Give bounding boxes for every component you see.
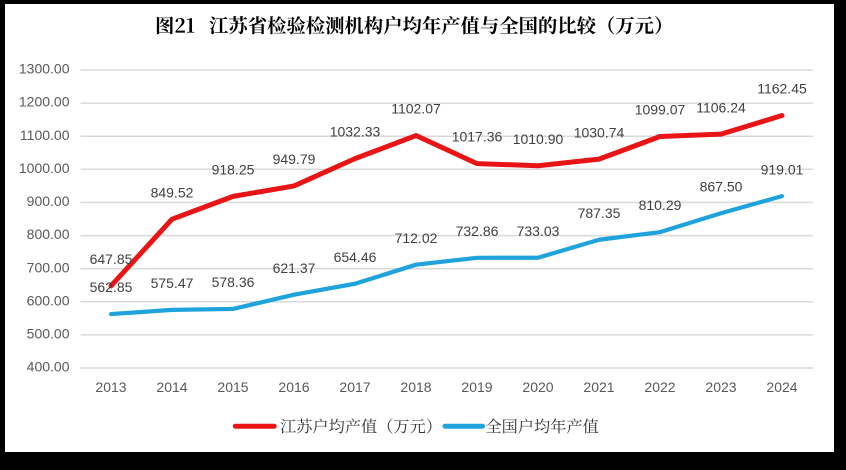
svg-text:2016: 2016 bbox=[278, 379, 309, 395]
svg-text:787.35: 787.35 bbox=[578, 205, 621, 221]
svg-text:949.79: 949.79 bbox=[273, 151, 316, 167]
svg-text:700.00: 700.00 bbox=[27, 259, 70, 275]
svg-text:1030.74: 1030.74 bbox=[574, 124, 625, 140]
svg-text:2014: 2014 bbox=[156, 379, 187, 395]
svg-text:500.00: 500.00 bbox=[27, 326, 70, 342]
svg-text:1032.33: 1032.33 bbox=[330, 124, 381, 140]
svg-text:800.00: 800.00 bbox=[27, 226, 70, 242]
svg-text:2018: 2018 bbox=[400, 379, 431, 395]
svg-text:900.00: 900.00 bbox=[27, 193, 70, 209]
svg-text:1099.07: 1099.07 bbox=[635, 102, 686, 118]
svg-text:400.00: 400.00 bbox=[27, 359, 70, 375]
svg-text:575.47: 575.47 bbox=[151, 275, 194, 291]
svg-text:918.25: 918.25 bbox=[212, 162, 255, 178]
svg-text:1010.90: 1010.90 bbox=[513, 131, 564, 147]
svg-text:2019: 2019 bbox=[461, 379, 492, 395]
svg-text:1162.45: 1162.45 bbox=[757, 81, 807, 97]
svg-text:2020: 2020 bbox=[522, 379, 553, 395]
svg-text:1102.07: 1102.07 bbox=[391, 101, 441, 117]
svg-text:849.52: 849.52 bbox=[151, 184, 194, 200]
svg-text:647.85: 647.85 bbox=[90, 251, 133, 267]
svg-text:712.02: 712.02 bbox=[395, 230, 438, 246]
svg-text:2022: 2022 bbox=[644, 379, 675, 395]
svg-text:562.85: 562.85 bbox=[90, 279, 133, 295]
svg-text:810.29: 810.29 bbox=[639, 197, 682, 213]
svg-text:600.00: 600.00 bbox=[27, 292, 70, 308]
svg-text:2015: 2015 bbox=[217, 379, 248, 395]
svg-text:578.36: 578.36 bbox=[212, 274, 255, 290]
svg-text:867.50: 867.50 bbox=[700, 178, 743, 194]
svg-text:1300.00: 1300.00 bbox=[19, 61, 70, 77]
svg-text:1106.24: 1106.24 bbox=[696, 99, 746, 115]
svg-text:2024: 2024 bbox=[766, 379, 797, 395]
svg-text:1200.00: 1200.00 bbox=[19, 94, 70, 110]
svg-text:654.46: 654.46 bbox=[334, 249, 377, 265]
svg-text:2021: 2021 bbox=[583, 379, 614, 395]
svg-text:919.01: 919.01 bbox=[761, 161, 804, 177]
svg-text:1100.00: 1100.00 bbox=[20, 127, 70, 143]
svg-text:2013: 2013 bbox=[95, 379, 126, 395]
svg-text:1000.00: 1000.00 bbox=[19, 160, 70, 176]
svg-text:621.37: 621.37 bbox=[273, 260, 316, 276]
svg-text:733.03: 733.03 bbox=[517, 223, 560, 239]
svg-text:2017: 2017 bbox=[339, 379, 370, 395]
svg-text:732.86: 732.86 bbox=[456, 223, 499, 239]
svg-text:1017.36: 1017.36 bbox=[452, 129, 503, 145]
svg-text:2023: 2023 bbox=[705, 379, 736, 395]
